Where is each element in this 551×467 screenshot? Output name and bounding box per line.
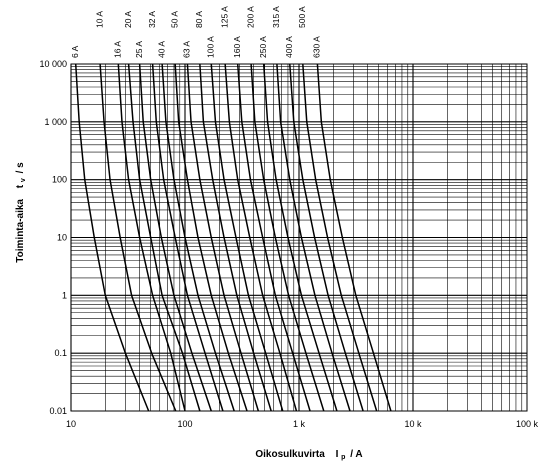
rating-label: 500 A [297,6,307,28]
curve-500a [302,63,378,412]
curve-40a [161,63,235,412]
rating-label: 6 A [70,45,80,58]
y-axis-subscript: v [20,178,27,182]
y-axis-label-text: Toiminta-aika [15,199,26,263]
y-tick-label: 0.1 [54,348,67,358]
rating-label: 50 A [169,11,179,28]
curve-63a [186,63,260,412]
x-axis-symbol: I [336,449,339,460]
x-axis-unit: / A [350,449,362,460]
rating-label: 80 A [194,11,204,28]
x-tick-label: 1 k [293,419,306,429]
curve-10a [99,63,177,412]
curve-25a [138,63,212,412]
curve-250a [262,63,338,412]
y-tick-label: 1 [62,290,67,300]
rating-label: 25 A [134,41,144,58]
rating-label: 400 A [284,36,294,58]
rating-label: 20 A [123,11,133,28]
y-tick-label: 1 000 [44,117,67,127]
curve-100a [210,63,284,412]
x-tick-label: 10 k [404,419,422,429]
x-tick-label: 10 [66,419,76,429]
x-tick-labels: 10 100 1 k 10 k 100 k [66,419,539,429]
rating-label: 160 A [232,36,242,58]
curve-50a [174,63,248,412]
rating-labels: 6 A10 A16 A20 A25 A32 A40 A50 A63 A80 A1… [70,6,322,58]
curve-32a [151,63,224,412]
y-tick-label: 10 000 [39,59,67,69]
curve-630a [316,63,392,412]
x-tick-label: 100 [177,419,192,429]
curve-80a [199,63,272,412]
rating-label: 200 A [245,6,255,28]
x-axis-subscript: p [341,454,345,461]
y-axis-label: Toiminta-aika t v / s [15,162,28,263]
x-axis-label-text: Oikosulkuvirta [255,449,325,460]
rating-label: 315 A [271,6,281,28]
curve-315a [276,63,351,412]
y-tick-label: 0.01 [49,406,67,416]
rating-label: 16 A [113,41,123,58]
y-axis-unit: / s [15,162,26,174]
plot-frame [70,63,528,412]
curve-200a [250,63,325,412]
curve-6a [74,63,150,412]
x-tick-label: 100 k [516,419,539,429]
curve-125a [224,63,298,412]
rating-label: 100 A [206,36,216,58]
curve-400a [289,63,364,412]
curves [74,63,392,412]
y-tick-labels: 0.01 0.1 1 10 100 1 000 10 000 [39,59,67,416]
y-axis-symbol: t [15,184,26,188]
y-tick-label: 100 [52,175,67,185]
rating-label: 32 A [147,11,157,28]
rating-label: 63 A [182,41,192,58]
rating-label: 630 A [312,36,322,58]
rating-label: 40 A [156,41,166,58]
rating-label: 125 A [219,6,229,28]
curve-20a [127,63,201,412]
curve-16a [117,63,186,412]
x-axis-label: Oikosulkuvirta I p / A [255,449,362,462]
rating-label: 250 A [258,36,268,58]
y-tick-label: 10 [57,233,67,243]
curve-160a [236,63,311,412]
rating-label: 10 A [94,11,104,28]
